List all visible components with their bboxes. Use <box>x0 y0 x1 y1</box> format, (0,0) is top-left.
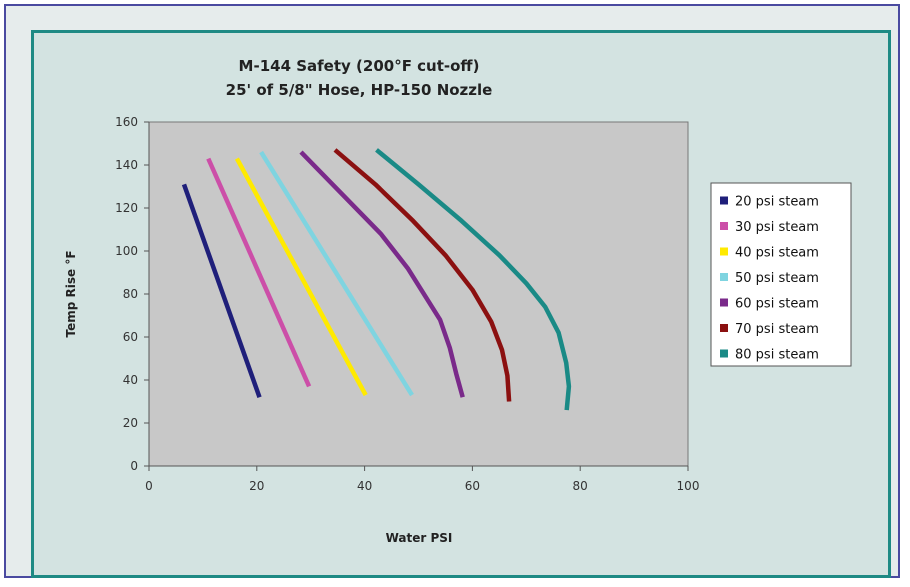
series-line-3 <box>234 157 368 397</box>
legend-swatch-7 <box>720 349 728 358</box>
series-lines <box>181 148 572 411</box>
x-axis-label: Water PSI <box>386 531 453 545</box>
x-tick-label: 60 <box>465 479 480 493</box>
y-tick-label: 60 <box>123 330 138 344</box>
y-tick-label: 100 <box>115 244 138 258</box>
legend-label-3: 40 psi steam <box>735 246 819 261</box>
legend-swatch-2 <box>720 222 728 230</box>
y-tick-label: 160 <box>115 115 138 129</box>
legend-swatch-6 <box>720 324 728 332</box>
y-tick-label: 80 <box>123 287 138 301</box>
series-line-5 <box>299 150 465 398</box>
axes: 0 20 40 60 80 100 0 20 40 60 80 100 120 140 160 <box>115 115 699 493</box>
plot-area <box>148 121 689 467</box>
legend-label-1: 20 psi steam <box>735 195 819 210</box>
legend-box <box>710 182 852 367</box>
series-line-7 <box>375 148 572 411</box>
x-tick-label: 80 <box>573 479 588 493</box>
chart-title: M-144 Safety (200°F cut-off) <box>239 57 480 75</box>
legend-swatch-5 <box>720 298 728 307</box>
legend-label-2: 30 psi steam <box>735 220 819 235</box>
legend-label-7: 80 psi steam <box>735 348 819 363</box>
chart-panel: M-144 Safety (200°F cut-off) 25' of 5/8"… <box>31 30 891 578</box>
legend-label-5: 60 psi steam <box>735 297 819 312</box>
legend-swatch-4 <box>720 273 728 281</box>
outer-frame: M-144 Safety (200°F cut-off) 25' of 5/8"… <box>4 4 900 578</box>
x-tick-label: 0 <box>145 479 153 493</box>
series-line-2 <box>206 157 312 388</box>
legend-label-6: 70 psi steam <box>735 322 819 337</box>
x-tick-label: 100 <box>677 479 700 493</box>
legend-swatch-1 <box>720 196 728 205</box>
legend-label-4: 50 psi steam <box>735 271 819 286</box>
y-tick-label: 120 <box>115 201 138 215</box>
chart-subtitle: 25' of 5/8" Hose, HP-150 Nozzle <box>226 81 493 99</box>
y-tick-label: 40 <box>123 373 138 387</box>
y-tick-label: 0 <box>130 459 138 473</box>
series-line-4 <box>259 150 414 397</box>
y-axis-label: Temp Rise °F <box>64 250 78 337</box>
x-tick-label: 20 <box>249 479 264 493</box>
y-tick-label: 140 <box>115 158 138 172</box>
legend-swatch-3 <box>720 247 728 256</box>
series-line-6 <box>333 148 512 402</box>
y-tick-label: 20 <box>123 416 138 430</box>
chart-svg: M-144 Safety (200°F cut-off) 25' of 5/8"… <box>64 57 852 545</box>
x-tick-label: 40 <box>357 479 372 493</box>
legend: 20 psi steam 30 psi steam 40 psi steam 50 p… <box>710 182 852 367</box>
series-line-1 <box>181 183 262 398</box>
